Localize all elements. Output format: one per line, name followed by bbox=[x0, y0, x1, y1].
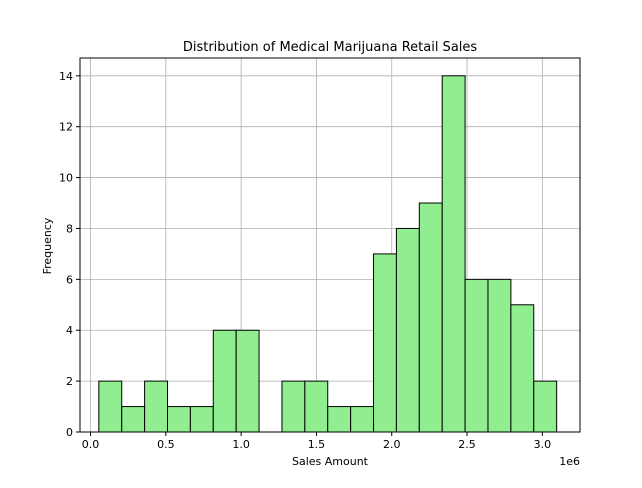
histogram-bar bbox=[373, 253, 397, 433]
histogram-bar bbox=[533, 380, 558, 433]
x-tick-label: 1.0 bbox=[232, 438, 250, 451]
bar-layer bbox=[98, 75, 558, 433]
histogram-bar bbox=[235, 329, 260, 433]
histogram-bar bbox=[487, 278, 512, 433]
histogram-bar bbox=[418, 202, 443, 433]
x-tick-label: 0.0 bbox=[82, 438, 100, 451]
x-tick-label: 2.0 bbox=[383, 438, 401, 451]
y-tick-label: 0 bbox=[66, 426, 73, 439]
y-tick-label: 4 bbox=[66, 324, 73, 337]
y-axis-label: Frequency bbox=[41, 217, 54, 274]
y-tick-label: 2 bbox=[66, 375, 73, 388]
histogram-bar bbox=[167, 406, 191, 433]
histogram-bar bbox=[441, 75, 466, 433]
chart-title: Distribution of Medical Marijuana Retail… bbox=[183, 40, 478, 55]
plot-frame bbox=[79, 57, 581, 433]
x-axis-offset-label: 1e6 bbox=[559, 455, 580, 468]
histogram-bar bbox=[327, 406, 352, 433]
histogram-bar bbox=[281, 380, 306, 433]
histogram-bar bbox=[350, 406, 375, 433]
grid-layer bbox=[80, 58, 580, 433]
y-tick-label: 6 bbox=[66, 273, 73, 286]
x-tick-label: 0.5 bbox=[157, 438, 175, 451]
histogram-bar bbox=[395, 227, 420, 433]
x-axis-label: Sales Amount bbox=[292, 455, 369, 468]
y-tick-label: 10 bbox=[59, 172, 73, 185]
histogram-bar bbox=[144, 380, 168, 433]
histogram-bar bbox=[189, 406, 214, 433]
x-tick-label: 2.5 bbox=[458, 438, 476, 451]
x-tick-label: 3.0 bbox=[534, 438, 552, 451]
y-tick-label: 14 bbox=[59, 70, 73, 83]
histogram-bar bbox=[464, 278, 489, 433]
x-tick-label: 1.5 bbox=[308, 438, 326, 451]
y-tick-label: 8 bbox=[66, 222, 73, 235]
axis-layer: 0.0 0.5 1.0 1.5 2.0 2.5 3.0 0 2 4 6 8 10 12 14 bbox=[59, 57, 581, 451]
y-tick-label: 12 bbox=[59, 121, 73, 134]
histogram-bar bbox=[212, 329, 237, 433]
histogram-bar bbox=[304, 380, 329, 433]
histogram-bar bbox=[121, 406, 146, 433]
histogram-bar bbox=[98, 380, 123, 433]
histogram-bar bbox=[510, 304, 535, 433]
